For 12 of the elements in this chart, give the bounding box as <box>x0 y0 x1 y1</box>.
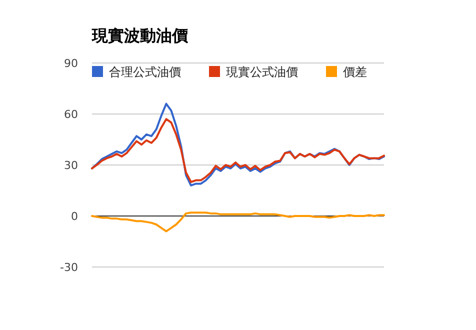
legend-label: 現實公式油價 <box>226 65 298 79</box>
line-series <box>91 118 385 183</box>
y-tick-label: 30 <box>64 159 78 172</box>
legend-label: 合理公式油價 <box>109 65 181 79</box>
y-tick-label: 0 <box>71 210 78 223</box>
y-tick-label: -30 <box>60 261 78 274</box>
line-series <box>91 102 385 186</box>
line-series <box>91 212 385 232</box>
legend-label: 價差 <box>343 65 367 79</box>
chart-title: 現實波動油價 <box>91 26 189 45</box>
y-tick-label: 60 <box>64 108 78 121</box>
y-tick-label: 90 <box>64 57 78 70</box>
